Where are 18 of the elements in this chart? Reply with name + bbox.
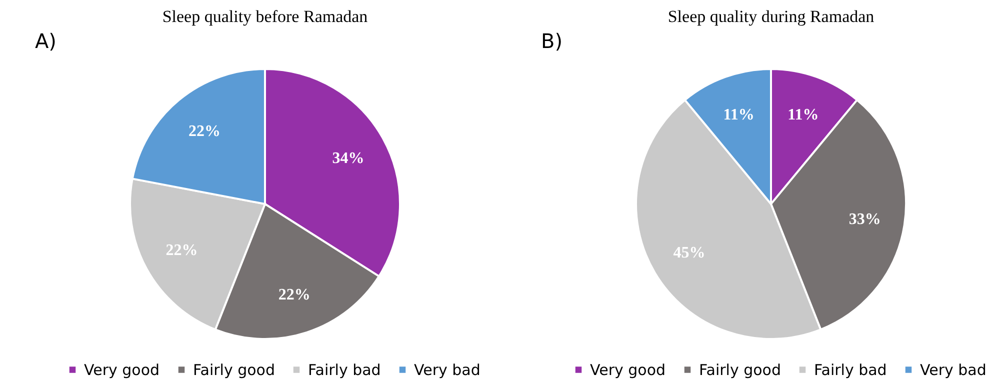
data-label: 11% xyxy=(788,106,819,124)
legend-label: Fairly good xyxy=(193,360,275,379)
data-label: 34% xyxy=(332,150,364,168)
legend-label: Very good xyxy=(590,360,666,379)
data-label: 22% xyxy=(188,122,220,140)
data-label: 11% xyxy=(723,106,754,124)
legend-label: Fairly good xyxy=(699,360,781,379)
legend-label: Very bad xyxy=(414,360,480,379)
legend-label: Very good xyxy=(84,360,160,379)
chart-title: Sleep quality during Ramadan xyxy=(668,7,875,26)
data-label: 22% xyxy=(278,286,310,304)
text: B) xyxy=(541,29,563,53)
data-label: 33% xyxy=(848,210,881,228)
legend-label: Fairly bad xyxy=(308,360,381,379)
legend-label: Fairly bad xyxy=(814,360,887,379)
chart-title: Sleep quality before Ramadan xyxy=(162,7,368,26)
text: A) xyxy=(35,29,56,53)
legend-label: Very bad xyxy=(920,360,986,379)
